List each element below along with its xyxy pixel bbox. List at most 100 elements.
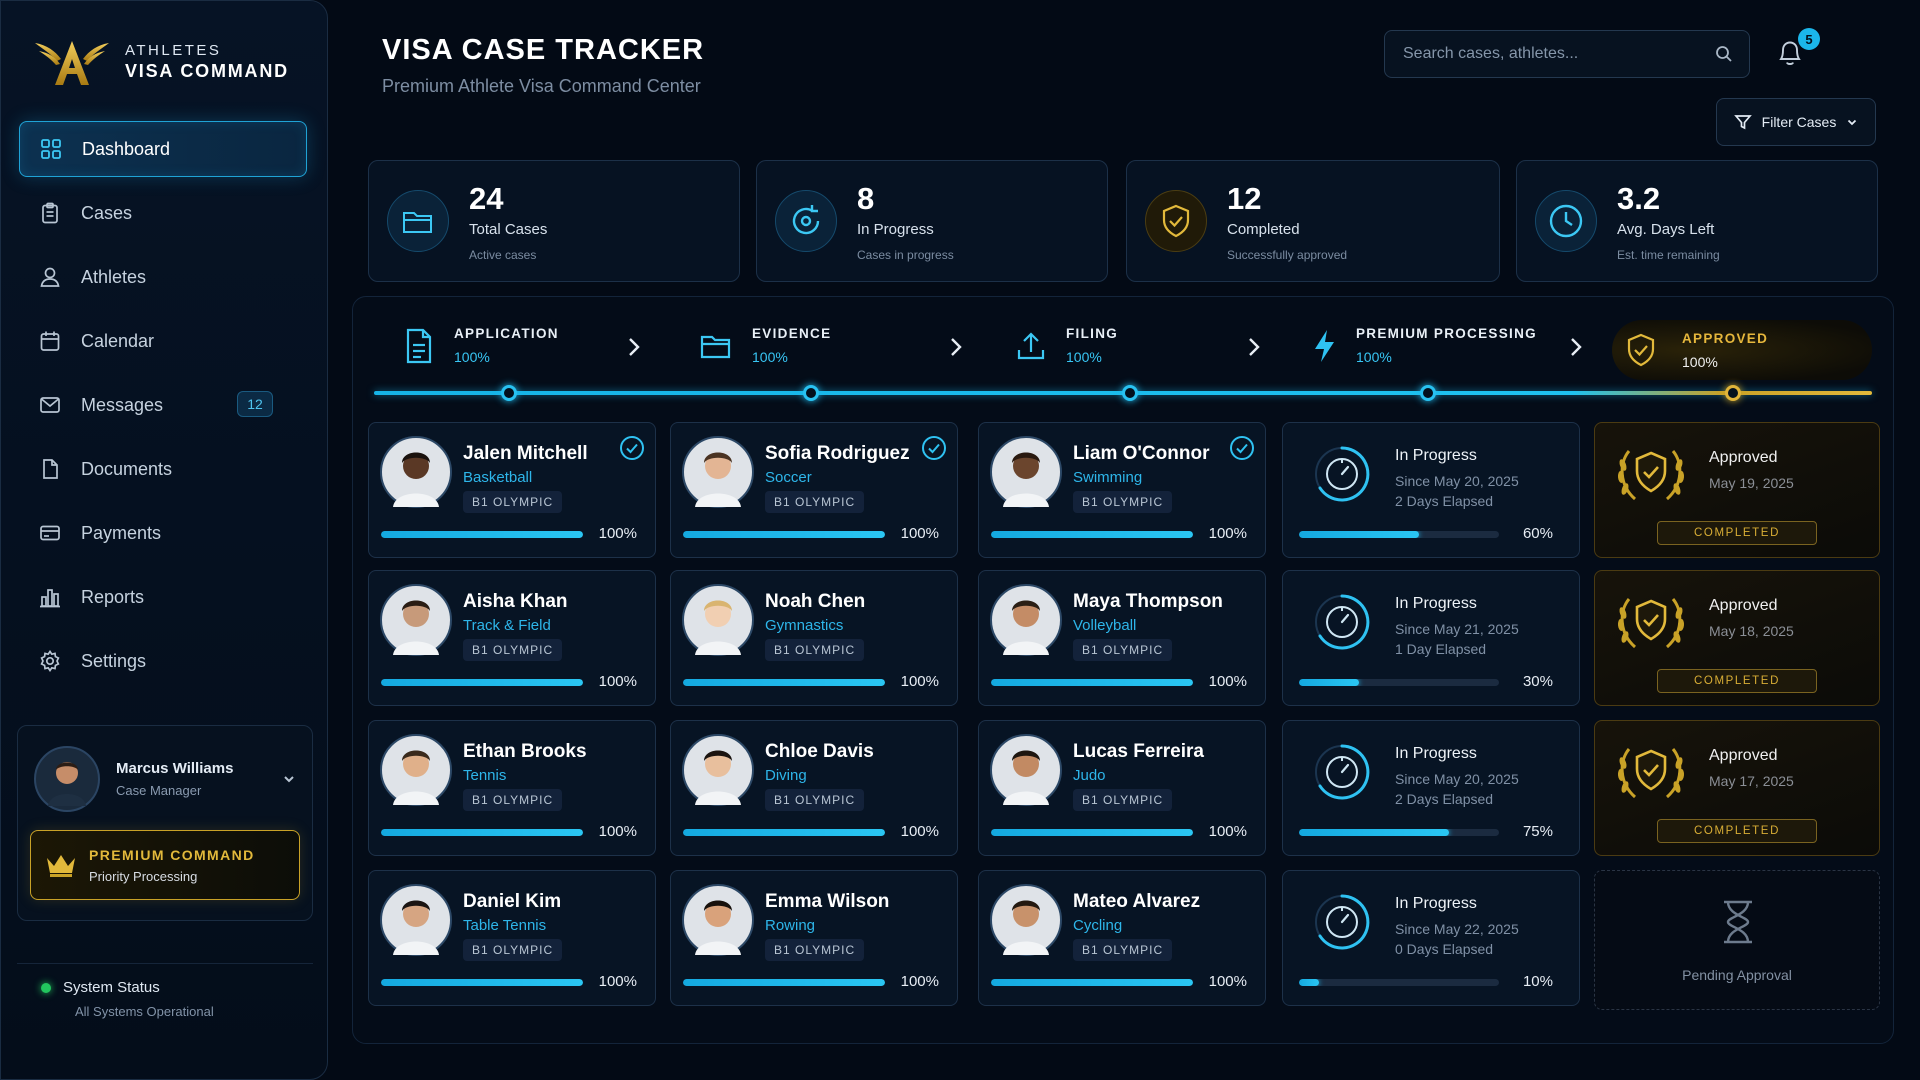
sidebar-item-settings[interactable]: Settings bbox=[19, 633, 307, 689]
stage-filing[interactable]: FILING 100% bbox=[1016, 326, 1118, 365]
athlete-card[interactable]: Maya Thompson Volleyball B1 OLYMPIC 100% bbox=[978, 570, 1266, 706]
progress-bar bbox=[683, 531, 885, 538]
athlete-card[interactable]: Sofia Rodriguez Soccer B1 OLYMPIC 100% bbox=[670, 422, 958, 558]
progress-percent: 100% bbox=[1208, 973, 1247, 990]
progress-percent: 100% bbox=[1208, 823, 1247, 840]
chevron-down-icon[interactable] bbox=[282, 772, 296, 786]
bell-icon[interactable] bbox=[1776, 38, 1804, 68]
brand[interactable]: ATHLETES VISA COMMAND bbox=[33, 37, 289, 87]
search-icon[interactable] bbox=[1715, 45, 1733, 63]
stage-premium-processing[interactable]: PREMIUM PROCESSING 100% bbox=[1312, 326, 1537, 365]
athlete-sport: Gymnastics bbox=[765, 617, 844, 634]
progress-title: In Progress bbox=[1395, 895, 1477, 912]
sidebar-item-reports[interactable]: Reports bbox=[19, 569, 307, 625]
athlete-card[interactable]: Chloe Davis Diving B1 OLYMPIC 100% bbox=[670, 720, 958, 856]
athlete-card[interactable]: Ethan Brooks Tennis B1 OLYMPIC 100% bbox=[368, 720, 656, 856]
approved-card[interactable]: Approved May 19, 2025 COMPLETED bbox=[1594, 422, 1880, 558]
sidebar-item-dashboard[interactable]: Dashboard bbox=[19, 121, 307, 177]
athlete-card[interactable]: Noah Chen Gymnastics B1 OLYMPIC 100% bbox=[670, 570, 958, 706]
avatar bbox=[681, 883, 755, 957]
stat-card-in-progress[interactable]: 8 In Progress Cases in progress bbox=[756, 160, 1108, 282]
stat-card-total[interactable]: 24 Total Cases Active cases bbox=[368, 160, 740, 282]
sidebar-item-cases[interactable]: Cases bbox=[19, 185, 307, 241]
in-progress-card[interactable]: In Progress Since May 22, 2025 0 Days Elap… bbox=[1282, 870, 1580, 1006]
athlete-card[interactable]: Lucas Ferreira Judo B1 OLYMPIC 100% bbox=[978, 720, 1266, 856]
sidebar-item-label: Payments bbox=[81, 522, 162, 543]
visa-category-tag: B1 OLYMPIC bbox=[1073, 639, 1173, 661]
stat-label: Total Cases bbox=[469, 220, 548, 238]
athlete-card[interactable]: Mateo Alvarez Cycling B1 OLYMPIC 100% bbox=[978, 870, 1266, 1006]
athlete-card[interactable]: Liam O'Connor Swimming B1 OLYMPIC 100% bbox=[978, 422, 1266, 558]
bar-chart-icon bbox=[39, 586, 61, 608]
sidebar-item-documents[interactable]: Documents bbox=[19, 441, 307, 497]
athlete-card[interactable]: Aisha Khan Track & Field B1 OLYMPIC 100% bbox=[368, 570, 656, 706]
stage-application[interactable]: APPLICATION 100% bbox=[404, 326, 559, 365]
in-progress-card[interactable]: In Progress Since May 20, 2025 2 Days Elap… bbox=[1282, 422, 1580, 558]
athlete-card[interactable]: Emma Wilson Rowing B1 OLYMPIC 100% bbox=[670, 870, 958, 1006]
progress-elapsed: 2 Days Elapsed bbox=[1395, 493, 1494, 509]
progress-bar-fill bbox=[1299, 531, 1419, 538]
progress-bar-fill bbox=[1299, 679, 1359, 686]
timer-icon bbox=[1313, 445, 1371, 503]
timer-icon bbox=[1313, 593, 1371, 651]
shield-check-icon bbox=[1145, 190, 1207, 252]
avatar bbox=[681, 435, 755, 509]
approved-card[interactable]: Approved May 17, 2025 COMPLETED bbox=[1594, 720, 1880, 856]
calendar-icon bbox=[39, 330, 61, 352]
avatar bbox=[379, 733, 453, 807]
hourglass-icon bbox=[1718, 899, 1758, 945]
user-name: Marcus Williams bbox=[116, 760, 234, 777]
athlete-card[interactable]: Daniel Kim Table Tennis B1 OLYMPIC 100% bbox=[368, 870, 656, 1006]
progress-bar bbox=[991, 531, 1193, 538]
progress-bar-fill bbox=[381, 531, 583, 538]
approved-title: Approved bbox=[1709, 449, 1778, 466]
sidebar-item-messages[interactable]: Messages 12 bbox=[19, 377, 307, 433]
athlete-name: Chloe Davis bbox=[765, 741, 874, 762]
progress-percent: 75% bbox=[1522, 823, 1553, 840]
approved-card[interactable]: Approved May 18, 2025 COMPLETED bbox=[1594, 570, 1880, 706]
progress-bar bbox=[991, 829, 1193, 836]
pending-label: Pending Approval bbox=[1682, 967, 1792, 983]
stat-card-completed[interactable]: 12 Completed Successfully approved bbox=[1126, 160, 1500, 282]
sidebar-item-calendar[interactable]: Calendar bbox=[19, 313, 307, 369]
user-menu[interactable]: Marcus Williams Case Manager bbox=[18, 726, 312, 812]
stage-pct: 100% bbox=[1682, 353, 1718, 370]
pipeline-node bbox=[1122, 385, 1138, 401]
athlete-name: Mateo Alvarez bbox=[1073, 891, 1201, 912]
visa-category-tag: B1 OLYMPIC bbox=[1073, 789, 1173, 811]
athlete-sport: Cycling bbox=[1073, 917, 1123, 934]
stat-card-avg-days[interactable]: 3.2 Avg. Days Left Est. time remaining bbox=[1516, 160, 1878, 282]
avatar bbox=[379, 883, 453, 957]
progress-percent: 100% bbox=[900, 823, 939, 840]
premium-title: PREMIUM COMMAND bbox=[89, 846, 255, 863]
progress-bar bbox=[381, 531, 583, 538]
athlete-name: Emma Wilson bbox=[765, 891, 890, 912]
page-subtitle: Premium Athlete Visa Command Center bbox=[382, 76, 701, 96]
athlete-name: Jalen Mitchell bbox=[463, 443, 588, 464]
stage-approved[interactable]: APPROVED 100% bbox=[1612, 320, 1872, 380]
in-progress-card[interactable]: In Progress Since May 20, 2025 2 Days Elap… bbox=[1282, 720, 1580, 856]
stage-pct: 100% bbox=[1066, 349, 1102, 365]
athlete-sport: Diving bbox=[765, 767, 807, 784]
athlete-sport: Rowing bbox=[765, 917, 816, 934]
premium-command-card[interactable]: PREMIUM COMMAND Priority Processing bbox=[30, 830, 300, 900]
in-progress-card[interactable]: In Progress Since May 21, 2025 1 Day Elaps… bbox=[1282, 570, 1580, 706]
search-input[interactable] bbox=[1403, 45, 1715, 63]
upload-icon bbox=[1016, 331, 1046, 361]
filter-cases-button[interactable]: Filter Cases bbox=[1716, 98, 1876, 146]
pending-approval-card[interactable]: Pending Approval bbox=[1594, 870, 1880, 1010]
laurel-shield-icon bbox=[1613, 739, 1689, 809]
stage-evidence[interactable]: EVIDENCE 100% bbox=[700, 326, 831, 365]
athlete-name: Sofia Rodriguez bbox=[765, 443, 910, 464]
card-icon bbox=[39, 522, 61, 544]
progress-percent: 100% bbox=[598, 973, 637, 990]
sidebar-item-payments[interactable]: Payments bbox=[19, 505, 307, 561]
user-icon bbox=[39, 266, 61, 288]
sidebar-item-athletes[interactable]: Athletes bbox=[19, 249, 307, 305]
athlete-card[interactable]: Jalen Mitchell Basketball B1 OLYMPIC 100% bbox=[368, 422, 656, 558]
chevron-right-icon bbox=[948, 336, 964, 358]
athlete-name: Noah Chen bbox=[765, 591, 866, 612]
athlete-name: Daniel Kim bbox=[463, 891, 562, 912]
progress-percent: 60% bbox=[1522, 525, 1553, 542]
avatar bbox=[989, 583, 1063, 657]
